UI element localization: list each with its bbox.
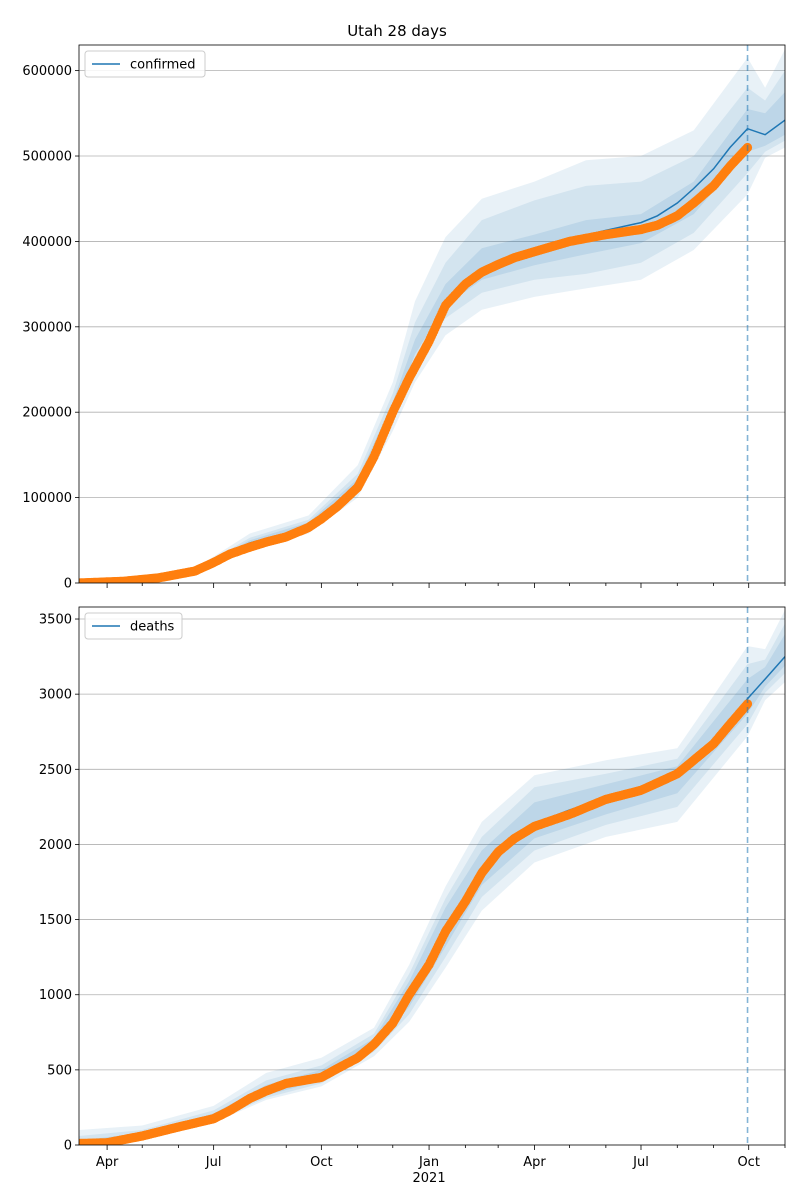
y-tick-label: 500000	[22, 150, 72, 165]
y-tick-label: 300000	[22, 320, 72, 335]
x-year-label: 2021	[413, 1171, 446, 1186]
y-tick-label: 600000	[22, 64, 72, 79]
chart-title: Utah 28 days	[347, 22, 447, 40]
y-tick-label: 3000	[39, 688, 72, 703]
uncertainty-band-outer	[79, 49, 785, 583]
confirmed-panel: 0 100000 200000 300000 400000 500000 600000 con…	[22, 44, 786, 592]
observed-point	[742, 699, 753, 709]
legend: confirmed	[84, 50, 206, 78]
x-tick-label: Apr	[523, 1155, 546, 1170]
x-tick-label: Jan	[418, 1155, 439, 1170]
y-tick-label: 2000	[39, 838, 72, 853]
y-tick-label: 3500	[39, 613, 72, 628]
axes-frame	[78, 44, 786, 584]
uncertainty-band-inner	[79, 634, 785, 1145]
x-tick-label: Jul	[205, 1155, 222, 1170]
y-tick-label: 2500	[39, 763, 72, 778]
y-tick-label: 100000	[22, 491, 72, 506]
deaths-panel: 0 500 1000 1500 2000 2500 3000 3500 Apr Jul Oct Jan…	[39, 606, 786, 1186]
y-tick-label: 500	[47, 1063, 72, 1078]
legend-box	[84, 50, 206, 78]
x-tick-label: Apr	[96, 1155, 119, 1170]
observed-points	[79, 142, 753, 583]
x-tick-label: Jul	[632, 1155, 649, 1170]
y-tick-label: 1000	[39, 988, 72, 1003]
uncertainty-band-outer	[79, 610, 785, 1145]
observed-points	[79, 699, 753, 1145]
y-tick-label: 0	[64, 1139, 72, 1154]
x-tick-label: Oct	[310, 1155, 332, 1170]
y-tick-label: 200000	[22, 406, 72, 421]
legend: deaths	[84, 612, 183, 640]
uncertainty-band-middle	[79, 623, 785, 1145]
axes-frame	[78, 606, 786, 1146]
legend-box	[84, 612, 183, 640]
x-tick-label: Oct	[737, 1155, 759, 1170]
legend-label: deaths	[130, 620, 175, 635]
y-tick-label: 1500	[39, 913, 72, 928]
y-tick-label: 400000	[22, 235, 72, 250]
legend-label: confirmed	[130, 58, 196, 73]
y-tick-label: 0	[64, 577, 72, 592]
series-line-deaths	[79, 656, 785, 1145]
